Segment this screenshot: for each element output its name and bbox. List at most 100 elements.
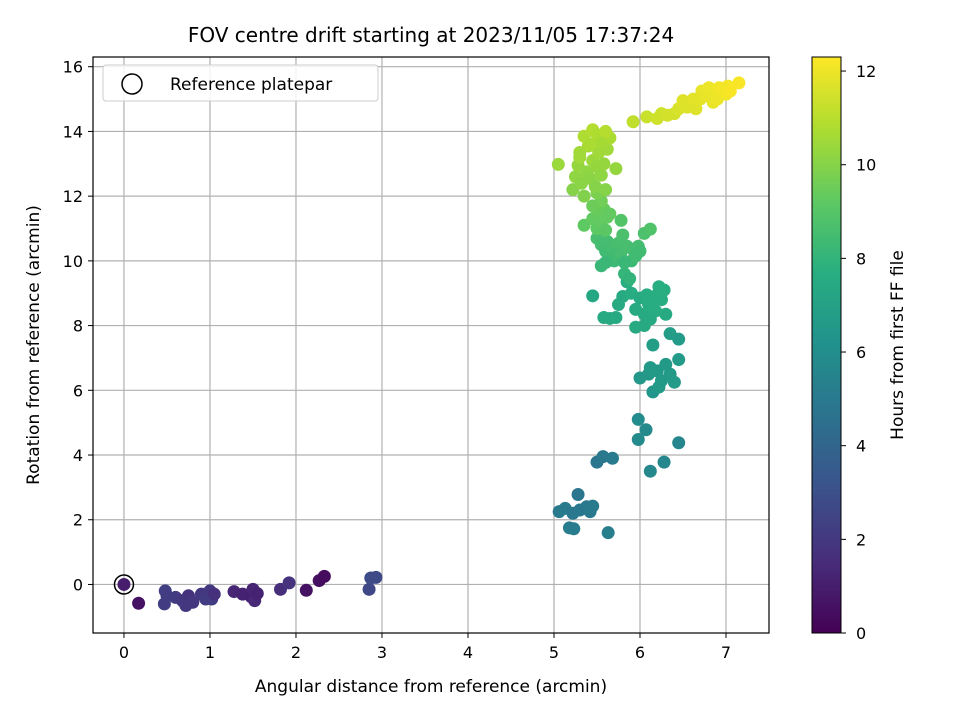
data-point (614, 213, 628, 227)
data-point (588, 179, 602, 193)
x-axis-ticks: 0 1 2 3 4 5 6 7 (119, 633, 731, 662)
x-tick-label: 4 (463, 643, 473, 662)
data-point (299, 583, 313, 597)
colorbar-tick-label: 4 (856, 437, 866, 456)
data-point (599, 183, 613, 197)
colorbar: 0 2 4 6 8 10 12 Hours from first FF file (811, 56, 908, 643)
colorbar-tick-label: 6 (856, 343, 866, 362)
data-point (672, 353, 686, 367)
data-point (282, 576, 296, 590)
data-point (723, 84, 737, 98)
y-tick-label: 12 (63, 187, 83, 206)
data-point (618, 255, 632, 269)
data-point (362, 582, 376, 596)
data-point (599, 124, 613, 138)
data-point (616, 228, 630, 242)
data-point (657, 455, 671, 469)
data-point (732, 76, 746, 90)
colorbar-ticks: 0 2 4 6 8 10 12 (841, 62, 876, 643)
data-point (640, 110, 654, 124)
y-tick-label: 10 (63, 252, 83, 271)
data-point (369, 570, 383, 584)
data-point (667, 375, 681, 389)
x-tick-label: 7 (721, 643, 731, 662)
y-axis-ticks: 0 2 4 6 8 10 12 14 16 (63, 58, 93, 594)
data-point (609, 310, 623, 324)
data-point (132, 596, 146, 610)
legend-marker-icon (121, 73, 143, 95)
data-point (601, 526, 615, 540)
data-point (586, 199, 600, 213)
y-axis-label: Rotation from reference (arcmin) (24, 205, 44, 485)
y-tick-label: 2 (73, 511, 83, 530)
x-axis-label: Angular distance from reference (arcmin) (255, 677, 607, 697)
data-point (672, 332, 686, 346)
data-point (586, 289, 600, 303)
colorbar-tick-label: 2 (856, 530, 866, 549)
data-point (207, 587, 221, 601)
y-tick-label: 14 (63, 122, 83, 141)
data-point (712, 81, 726, 95)
colorbar-tick-label: 0 (856, 624, 866, 643)
data-point (631, 432, 645, 446)
legend-box (102, 64, 379, 102)
data-point (571, 488, 585, 502)
data-point (599, 223, 613, 237)
data-point (317, 569, 331, 583)
plot-frame (92, 56, 770, 634)
data-point (639, 423, 653, 437)
data-point (657, 283, 671, 297)
data-point (583, 137, 597, 151)
x-tick-label: 3 (377, 643, 387, 662)
x-tick-label: 2 (291, 643, 301, 662)
data-point (637, 319, 651, 333)
colorbar-tick-label: 12 (856, 62, 876, 81)
data-point (599, 255, 613, 269)
data-point (597, 157, 611, 171)
x-tick-label: 0 (119, 643, 129, 662)
data-point (186, 595, 200, 609)
y-tick-label: 16 (63, 58, 83, 77)
data-points (113, 76, 746, 612)
data-point (567, 522, 581, 536)
data-point (633, 244, 647, 258)
y-tick-label: 0 (73, 575, 83, 594)
data-point (672, 436, 686, 450)
data-point (117, 577, 131, 591)
colorbar-tick-label: 8 (856, 249, 866, 268)
grid-lines (93, 57, 769, 633)
y-tick-label: 6 (73, 381, 83, 400)
data-point (652, 380, 666, 394)
legend-entry-reference: Reference platepar (170, 75, 332, 95)
data-point (646, 338, 660, 352)
data-point (605, 451, 619, 465)
chart-title: FOV centre drift starting at 2023/11/05 … (188, 23, 674, 47)
colorbar-tick-label: 10 (856, 156, 876, 175)
data-point (609, 162, 623, 176)
colorbar-label: Hours from first FF file (888, 250, 908, 440)
data-point (250, 587, 264, 601)
y-tick-label: 4 (73, 446, 83, 465)
data-point (594, 168, 608, 182)
data-point (586, 499, 600, 513)
data-point (551, 157, 565, 171)
data-point (577, 189, 591, 203)
x-tick-label: 1 (205, 643, 215, 662)
legend: Reference platepar (102, 64, 379, 102)
data-point (643, 222, 657, 236)
data-point (603, 207, 617, 221)
reference-platepar-marker (113, 574, 135, 595)
data-point (573, 150, 587, 164)
colorbar-gradient (811, 56, 842, 634)
data-point (594, 136, 608, 150)
x-tick-label: 5 (549, 643, 559, 662)
data-point (659, 357, 673, 371)
data-point (623, 272, 637, 286)
data-point (643, 464, 657, 478)
data-point (626, 115, 640, 129)
x-tick-label: 6 (635, 643, 645, 662)
y-tick-label: 8 (73, 317, 83, 336)
data-point (659, 307, 673, 321)
data-point (631, 412, 645, 426)
